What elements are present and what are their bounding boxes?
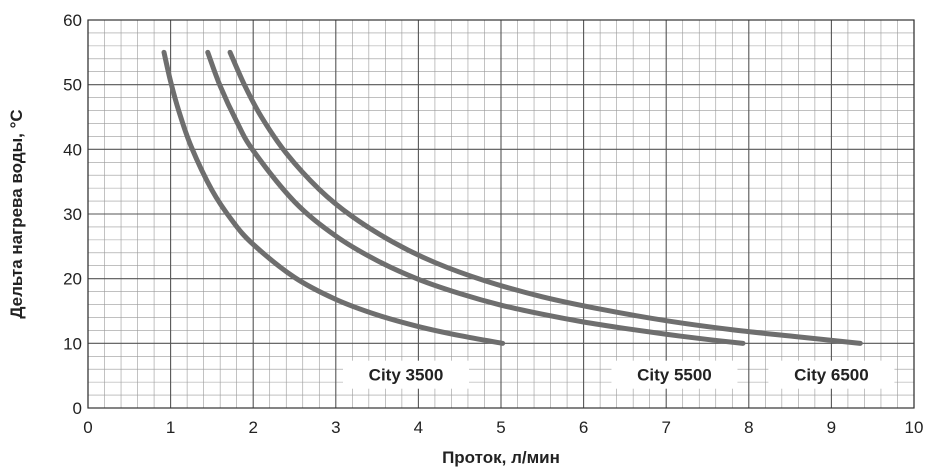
series-line-2: [205, 49, 746, 346]
series-line-1: [161, 49, 506, 346]
y-tick-label: 50: [63, 76, 82, 95]
x-tick-label: 10: [905, 418, 924, 437]
x-tick-labels: 0 1 2 3 4 5 6 7 8 9 10: [83, 418, 923, 437]
y-tick-label: 40: [63, 140, 82, 159]
curve-label-box: [768, 360, 895, 389]
curve-label-3: City 6500: [768, 360, 895, 389]
x-tick-label: 1: [166, 418, 175, 437]
y-tick-labels: 0 10 20 30 40 50 60: [63, 11, 82, 418]
y-tick-label: 0: [73, 399, 82, 418]
series-group: [161, 49, 863, 346]
x-tick-label: 6: [579, 418, 588, 437]
curve-label-text: City 6500: [794, 366, 869, 385]
major-grid: [87, 19, 915, 409]
y-tick-label: 10: [63, 334, 82, 353]
y-tick-label: 60: [63, 11, 82, 30]
x-tick-label: 8: [744, 418, 753, 437]
curve-label-2: City 5500: [611, 360, 738, 389]
curve-label-box: [611, 360, 738, 389]
x-axis-title: Проток, л/мин: [442, 448, 560, 467]
curve-labels: City 3500 City 5500 City 6500: [343, 360, 895, 389]
curve-label-text: City 5500: [637, 366, 712, 385]
y-tick-label: 30: [63, 205, 82, 224]
y-axis-title: Дельта нагрева воды, °C: [7, 109, 26, 318]
plot-frame: [87, 19, 915, 409]
x-tick-label: 0: [83, 418, 92, 437]
x-tick-label: 5: [496, 418, 505, 437]
x-tick-label: 7: [661, 418, 670, 437]
x-tick-label: 2: [248, 418, 257, 437]
x-tick-label: 3: [331, 418, 340, 437]
curve-label-text: City 3500: [369, 366, 444, 385]
y-tick-label: 20: [63, 270, 82, 289]
series-line-3: [227, 49, 863, 346]
curve-label-1: City 3500: [343, 360, 470, 389]
curve-label-box: [343, 360, 470, 389]
x-tick-label: 4: [414, 418, 423, 437]
x-tick-label: 9: [827, 418, 836, 437]
